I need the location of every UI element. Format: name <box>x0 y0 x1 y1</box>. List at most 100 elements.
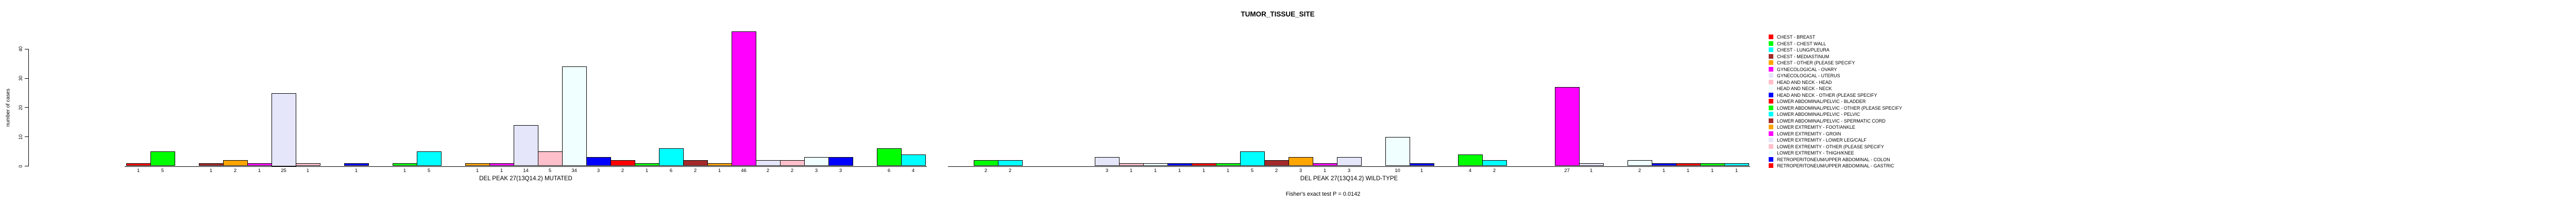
bar <box>1216 163 1241 166</box>
legend-swatch <box>1769 163 1773 168</box>
chart-title: TUMOR_TISSUE_SITE <box>1241 10 1315 18</box>
bar <box>514 125 538 166</box>
bar <box>1167 163 1192 166</box>
bar-value-label: 1 <box>1178 168 1181 174</box>
bar <box>344 163 369 166</box>
bar <box>586 157 611 166</box>
legend-item-label: CHEST - LUNG/PLEURA <box>1777 47 1829 53</box>
bar-value-label: 3 <box>1105 168 1109 174</box>
group-label-wildtype: DEL PEAK 27(13Q14.2) WILD-TYPE <box>1300 176 1398 182</box>
legend-swatch <box>1769 66 1773 72</box>
bar-value-label: 4 <box>1468 168 1472 174</box>
bar <box>974 160 998 166</box>
bar <box>635 163 659 166</box>
legend-item-label: CHEST - CHEST WALL <box>1777 41 1826 46</box>
bar-value-label: 2 <box>693 168 697 174</box>
bar-value-label: 2 <box>984 168 988 174</box>
bar-value-label: 25 <box>281 168 286 174</box>
bar-value-label: 3 <box>1299 168 1302 174</box>
bar-value-label: 2 <box>621 168 624 174</box>
bar-value-label: 1 <box>718 168 721 174</box>
legend-swatch <box>1769 157 1773 162</box>
legend-swatch <box>1769 92 1773 97</box>
legend-item-label: RETROPERITONEUM/UPPER ABDOMINAL - COLON <box>1777 157 1890 162</box>
y-tick-mark <box>25 136 28 138</box>
legend-item-label: HEAD AND NECK - HEAD <box>1777 79 1832 85</box>
bar-value-label: 34 <box>571 168 577 174</box>
bar <box>296 163 320 166</box>
group-label-mutated: DEL PEAK 27(13Q14.2) MUTATED <box>479 176 572 182</box>
bar-value-label: 6 <box>887 168 891 174</box>
y-tick-label: 10 <box>18 134 23 140</box>
bar-value-label: 10 <box>1395 168 1400 174</box>
bar <box>489 163 514 166</box>
bar-value-label: 6 <box>669 168 673 174</box>
bar <box>1628 160 1652 166</box>
bar <box>1458 154 1483 166</box>
bar <box>1337 157 1362 166</box>
bar <box>1555 87 1580 166</box>
bar <box>1192 163 1216 166</box>
bar-value-label: 1 <box>306 168 310 174</box>
bar-value-label: 2 <box>1638 168 1641 174</box>
y-axis-label: number of cases <box>5 89 11 127</box>
legend-item-label: LOWER ABDOMINAL/PELVIC - OTHER (PLEASE S… <box>1777 105 1902 111</box>
x-axis-baseline <box>125 166 927 167</box>
bar <box>417 151 442 166</box>
bar-value-label: 1 <box>476 168 479 174</box>
bar-value-label: 1 <box>1710 168 1714 174</box>
legend-swatch <box>1769 125 1773 129</box>
bar-value-label: 1 <box>209 168 213 174</box>
bar-value-label: 1 <box>1226 168 1230 174</box>
bar-value-label: 3 <box>1347 168 1351 174</box>
legend-item-label: LOWER ABDOMINAL/PELVIC - SPERMATIC CORD <box>1777 118 1886 124</box>
bar <box>150 151 175 166</box>
bar <box>272 93 296 166</box>
bar-value-label: 1 <box>645 168 649 174</box>
bar <box>1676 163 1701 166</box>
bar-value-label: 2 <box>1008 168 1012 174</box>
bar <box>247 163 272 166</box>
bar-value-label: 1 <box>1589 168 1593 174</box>
legend-item-label: LOWER EXTREMITY - GROIN <box>1777 131 1841 136</box>
legend-item-label: LOWER ABDOMINAL/PELVIC - BLADDER <box>1777 99 1866 104</box>
legend-swatch <box>1769 35 1773 39</box>
bar-value-label: 1 <box>403 168 406 174</box>
x-axis-baseline <box>948 166 1750 167</box>
bar <box>707 163 732 166</box>
bar-value-label: 5 <box>427 168 431 174</box>
bar-value-label: 3 <box>815 168 818 174</box>
legend-swatch <box>1769 73 1773 78</box>
legend-item-label: CHEST - BREAST <box>1777 35 1816 40</box>
bar-value-label: 2 <box>766 168 770 174</box>
caption-fisher-test: Fisher's exact test P = 0.0142 <box>1285 191 1361 197</box>
bar-value-label: 2 <box>1493 168 1496 174</box>
legend-swatch <box>1769 54 1773 59</box>
bar-value-label: 5 <box>1250 168 1254 174</box>
y-tick-label: 0 <box>18 164 23 168</box>
y-tick-label: 40 <box>18 46 23 52</box>
legend-swatch <box>1769 131 1773 136</box>
legend-swatch <box>1769 60 1773 65</box>
bar <box>1724 163 1749 166</box>
legend-swatch <box>1769 105 1773 110</box>
legend-item-label: HEAD AND NECK - NECK <box>1777 86 1832 91</box>
bar-value-label: 5 <box>161 168 164 174</box>
bar-value-label: 1 <box>500 168 503 174</box>
bar-value-label: 1 <box>1662 168 1666 174</box>
bar <box>683 160 708 166</box>
bar <box>611 160 635 166</box>
y-tick-label: 20 <box>18 105 23 110</box>
legend-item-label: LOWER EXTREMITY - LOWER LEG/CALF <box>1777 138 1867 143</box>
legend-item-label: LOWER EXTREMITY - OTHER (PLEASE SPECIFY <box>1777 144 1884 149</box>
bar <box>1264 160 1289 166</box>
bar <box>1240 151 1265 166</box>
legend-swatch <box>1769 118 1773 123</box>
bar-value-label: 5 <box>548 168 552 174</box>
bar-value-label: 2 <box>790 168 794 174</box>
legend-item-label: HEAD AND NECK - OTHER (PLEASE SPECIFY <box>1777 92 1877 98</box>
legend-swatch <box>1769 86 1773 91</box>
legend-swatch <box>1769 99 1773 104</box>
bar <box>804 157 829 166</box>
